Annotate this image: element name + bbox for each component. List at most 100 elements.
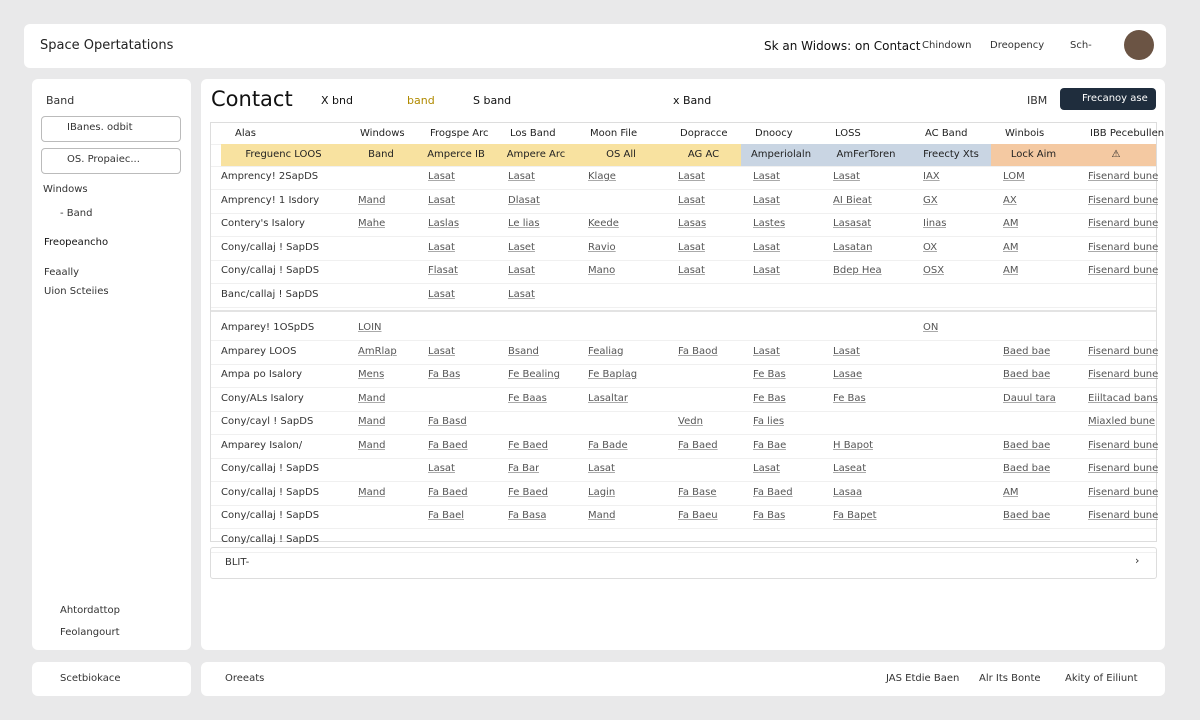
- table-cell: LOIN: [358, 322, 382, 333]
- table-cell: Laslas: [428, 218, 460, 229]
- table-cell: OX: [923, 241, 938, 253]
- highlight-cell: OS All: [576, 144, 666, 166]
- nav-item[interactable]: Uion Scteiies: [44, 286, 109, 297]
- page-title: Contact: [211, 87, 293, 111]
- table-cell: AX: [1003, 194, 1017, 206]
- table-cell: Fa Baod: [678, 345, 718, 357]
- column-header: Frogspe Arc: [430, 128, 489, 139]
- link[interactable]: Dreopency: [990, 40, 1045, 51]
- table-cell: Lasat: [588, 463, 615, 474]
- table-cell: Fisenard bune: [1088, 345, 1159, 357]
- table-cell: Lasat: [428, 194, 455, 206]
- table-cell: Fa Baed: [753, 486, 793, 498]
- highlight-row: Freguenc LOOS Band Amperce IB Ampere Arc OS …: [211, 144, 1156, 167]
- table-cell: Fe Bealing: [508, 369, 560, 380]
- table-cell: Eiiltacad bans: [1088, 392, 1158, 404]
- status-bar: Oreeats JAS Etdie Baen Alr Its Bonte Aki…: [201, 662, 1165, 696]
- table-cell: Fa Bade: [588, 439, 628, 451]
- table-cell: Lasat: [753, 463, 780, 474]
- org: IBM: [1027, 94, 1048, 107]
- table-cell: Fa Basd: [428, 416, 467, 427]
- table-cell: Fisenard bune: [1088, 194, 1159, 206]
- table-cell: Fealiag: [588, 345, 624, 357]
- highlight-cell: Lock Aim: [991, 144, 1076, 166]
- table-cell: Fisenard bune: [1088, 510, 1159, 521]
- select[interactable]: IBanes. odbit: [41, 116, 181, 142]
- table-cell: Ravio: [588, 241, 616, 253]
- table-row: Amparey Isalon/Mand Fa Baed Fe Baed Fa Bade…: [211, 435, 1158, 459]
- highlight-cell: ⚠: [1076, 144, 1156, 166]
- table-row: Amprency! 1 Isdory Mand Lasat Dlasat Lasat La…: [211, 190, 1159, 214]
- sidebar: Band IBanes. odbit OS. Propaiec... Windo…: [32, 79, 191, 650]
- row-label: Contery's Isalory: [221, 218, 305, 229]
- table-cell: AM: [1003, 486, 1019, 498]
- pager-text[interactable]: BLIT-: [225, 557, 250, 568]
- status-text: Oreeats: [225, 673, 265, 684]
- table-cell: IAX: [923, 171, 940, 182]
- filter[interactable]: S band: [473, 94, 512, 107]
- table-cell: ON: [923, 322, 939, 333]
- top-bar: Space Opertatations Sk an Widows: on Con…: [24, 24, 1166, 68]
- table-cell: Lasat: [753, 241, 780, 253]
- status-item[interactable]: JAS Etdie Baen: [886, 673, 960, 684]
- table-cell: Fisenard bune: [1088, 486, 1159, 498]
- nav-item[interactable]: - Band: [60, 208, 93, 219]
- table-cell: Fa Basa: [508, 510, 547, 521]
- primary-button[interactable]: Frecanoy ase: [1060, 88, 1156, 110]
- nav-item[interactable]: Feaally: [44, 267, 80, 278]
- table-row: Cony/callaj ! SapDS Mand Fa Baed Fe Baed Lag…: [211, 482, 1159, 506]
- filter[interactable]: band: [407, 94, 435, 107]
- table-cell: Fisenard bune: [1088, 171, 1159, 182]
- table-cell: Fa Baed: [428, 439, 468, 451]
- table-cell: Vedn: [678, 416, 703, 427]
- nav-item[interactable]: Ahtordattop: [60, 605, 120, 616]
- table-cell: Iinas: [923, 218, 947, 229]
- table-cell: Lasat: [428, 463, 455, 474]
- column-header: Los Band: [510, 128, 556, 139]
- table-cell: Mand: [358, 194, 386, 206]
- row-label: Cony/ALs Isalory: [221, 392, 304, 404]
- table-row: Amparey! 1OSpDS LOIN ON: [211, 317, 1156, 341]
- table-cell: Fa Baed: [428, 486, 468, 498]
- table-cell: Lasat: [428, 345, 455, 357]
- table-cell: Flasat: [428, 265, 458, 276]
- table-cell: Lasasat: [833, 218, 872, 229]
- table-cell: Lasae: [833, 369, 863, 380]
- link[interactable]: Sch-: [1070, 40, 1092, 51]
- avatar[interactable]: [1124, 30, 1154, 60]
- table-row: Cony/callaj ! SapDS Flasat Lasat Mano Lasat L…: [211, 260, 1158, 284]
- filter[interactable]: x Band: [673, 94, 712, 107]
- link[interactable]: Chindown: [922, 40, 972, 51]
- table-cell: Mand: [358, 486, 386, 498]
- table-cell: Lasatan: [833, 241, 873, 253]
- table-cell: Keede: [588, 218, 619, 229]
- table-cell: Mand: [358, 392, 386, 404]
- table-cell: Fa Bas: [753, 510, 786, 521]
- filter[interactable]: X bnd: [321, 94, 353, 107]
- select[interactable]: OS. Propaiec...: [41, 148, 181, 174]
- table-cell: Lasat: [753, 194, 780, 206]
- status-item[interactable]: Alr Its Bonte: [979, 673, 1041, 684]
- nav-item[interactable]: Windows: [43, 184, 88, 195]
- table-cell: Fisenard bune: [1088, 218, 1159, 229]
- table-row: Ampa po Isalory Mens Fa Bas Fe Bealing Fe Ba…: [211, 364, 1158, 388]
- nav-item[interactable]: Freopeancho: [44, 237, 109, 248]
- table-cell: Laset: [508, 241, 535, 253]
- nav-item[interactable]: Feolangourt: [60, 627, 120, 638]
- table-cell: Fa Bapet: [833, 510, 877, 521]
- table-cell: AmRlap: [358, 345, 397, 357]
- table-cell: Bdep Hea: [833, 265, 882, 276]
- table-cell: Baed bae: [1003, 345, 1051, 357]
- column-header: Windows: [360, 128, 405, 139]
- table-cell: Fa Bar: [508, 463, 540, 474]
- table-row: Cony/ALs Isalory Mand Fe Baas Lasaltar Fe Ba…: [211, 388, 1158, 412]
- table-cell: Mand: [358, 439, 386, 451]
- column-header: IBB Pecebullen: [1090, 128, 1165, 139]
- row-label: Amparey LOOS: [221, 345, 297, 357]
- highlight-cell: Ampere Arc: [496, 144, 576, 166]
- table-cell: AM: [1003, 218, 1019, 229]
- table-cell: Bsand: [508, 345, 539, 357]
- divider: [211, 310, 1156, 312]
- status-item[interactable]: Akity of Eiliunt: [1065, 673, 1138, 684]
- table-cell: Lasat: [508, 288, 535, 300]
